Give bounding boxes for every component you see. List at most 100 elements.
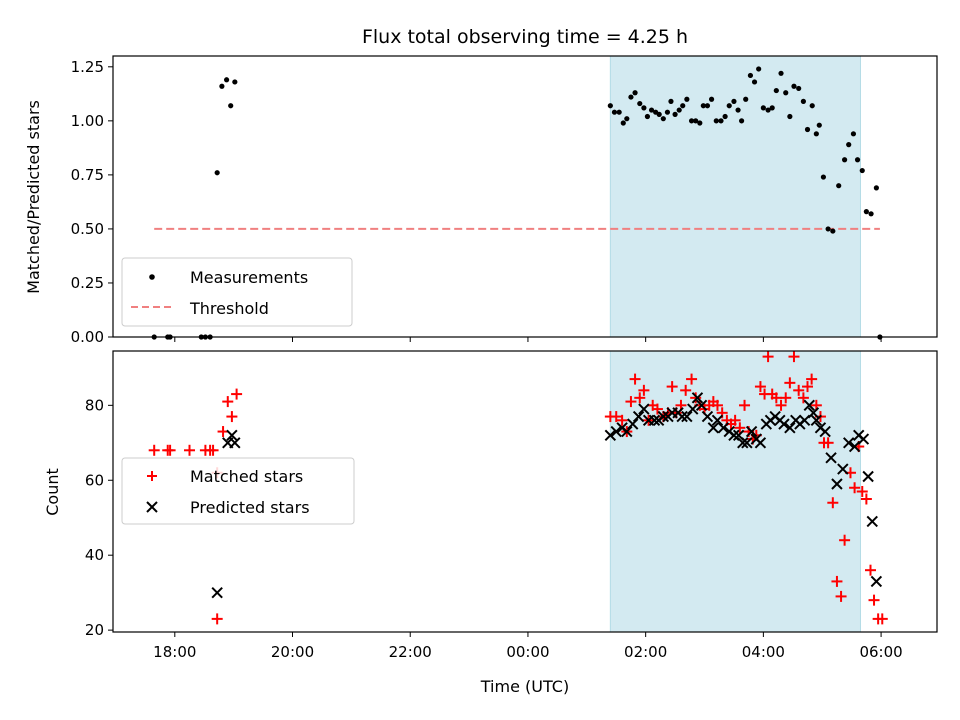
predicted-star-stroke <box>604 429 617 442</box>
measurement-point <box>813 131 819 137</box>
measurement-point <box>783 90 789 96</box>
matched-star-point <box>864 564 876 576</box>
measurement-point <box>859 167 865 174</box>
matched-star-point <box>207 444 219 456</box>
measurement-point <box>731 98 737 104</box>
legend-measurements-label: Measurements <box>190 268 308 287</box>
predicted-star-stroke <box>810 414 823 427</box>
measurement-point <box>787 113 793 120</box>
measurement-point <box>796 85 802 92</box>
count-panel: 18:00 20:00 22:00 00:00 02:00 04:00 06:00 20 40… <box>43 350 938 696</box>
predicted-star-stroke <box>610 425 622 438</box>
predicted-star-point <box>737 437 749 449</box>
predicted-star-point <box>632 410 645 423</box>
predicted-star-stroke <box>648 414 661 427</box>
predicted-star-point <box>717 422 730 434</box>
measurement-point <box>688 118 695 124</box>
matched-star-point <box>802 381 814 393</box>
matched-star-point <box>739 399 751 411</box>
measurement-point <box>836 183 842 189</box>
legend-threshold-label: Threshold <box>189 299 269 318</box>
observing-window-shade-bottom <box>609 350 861 633</box>
matched-star-point <box>784 377 796 389</box>
matched-star-point <box>831 575 843 587</box>
legend-predicted-marker <box>146 501 158 513</box>
predicted-star-stroke <box>819 425 831 438</box>
shaded-span <box>609 350 861 633</box>
measurement-point <box>632 90 638 96</box>
measurement-point <box>660 116 666 122</box>
measurement-point <box>676 107 682 113</box>
measurement-point <box>751 79 758 85</box>
predicted-star-stroke <box>778 418 790 430</box>
predicted-star-stroke <box>681 410 693 423</box>
measurement-point <box>747 72 754 79</box>
matched-star-point <box>770 392 782 404</box>
predicted-star-point <box>745 425 758 438</box>
measurement-point <box>726 103 732 109</box>
y-tick-label: 1.25 <box>71 58 104 76</box>
matched-star-point <box>211 613 223 625</box>
measurement-point <box>607 103 613 109</box>
count-x-ticks: 18:00 20:00 22:00 00:00 02:00 04:00 06:00 <box>153 632 903 661</box>
ratio-legend-box <box>121 257 353 327</box>
shaded-span <box>609 55 861 338</box>
matched-star-point <box>148 444 160 456</box>
predicted-star-point <box>837 463 849 475</box>
measurement-point <box>820 174 827 180</box>
predicted-star-point <box>211 586 223 599</box>
predicted-star-point <box>226 429 238 442</box>
measurement-point <box>684 96 690 102</box>
measurement-point <box>641 105 647 111</box>
measurement-point <box>664 109 671 115</box>
count-panel-frame <box>112 350 938 633</box>
predicted-star-stroke <box>732 429 745 442</box>
measurement-point <box>219 83 225 89</box>
predicted-star-stroke <box>627 418 639 430</box>
matched-star-point <box>788 351 800 363</box>
measurement-point <box>708 96 715 102</box>
measurement-point <box>223 77 230 83</box>
matched-star-point <box>638 384 650 396</box>
predicted-star-point <box>681 410 693 423</box>
predicted-star-point <box>862 470 874 483</box>
predicted-star-stroke <box>638 403 650 415</box>
predicted-star-point <box>638 403 650 415</box>
ratio-y-ticks: 0.00 0.25 0.50 0.75 1.00 1.25 <box>71 58 113 346</box>
predicted-star-stroke <box>754 437 767 449</box>
predicted-star-point <box>831 478 843 490</box>
matched-star-point <box>634 392 646 404</box>
x-tick-label: 22:00 <box>389 643 432 661</box>
y-tick-label: 0.75 <box>71 166 104 184</box>
measurement-point <box>765 107 771 113</box>
predicted-star-point <box>843 437 855 449</box>
predicted-star-stroke <box>687 403 699 415</box>
measurement-point <box>700 103 706 109</box>
matched-star-point <box>729 414 741 426</box>
matched-star-point <box>793 384 805 396</box>
measurement-point <box>697 120 703 126</box>
predicted-star-point <box>701 410 714 423</box>
predicted-star-stroke <box>745 425 758 438</box>
measurement-point <box>637 100 643 107</box>
measurement-point <box>846 142 852 148</box>
matched-star-point <box>822 437 834 449</box>
measurement-point <box>620 120 626 126</box>
matched-star-point <box>711 399 723 411</box>
ratio-legend: Measurements Threshold <box>121 257 353 327</box>
measurement-point <box>624 116 630 122</box>
count-y-axis-label: Count <box>43 468 62 516</box>
matched-star-point <box>680 384 692 396</box>
count-y-ticks: 20 40 60 80 <box>85 396 113 639</box>
measurement-point <box>713 118 719 124</box>
measurement-points <box>151 66 883 340</box>
predicted-star-point <box>807 407 820 419</box>
matched-star-point <box>616 414 628 426</box>
ratio-y-axis-label: Matched/Predicted stars <box>24 100 43 294</box>
measurement-point <box>704 103 711 109</box>
matched-star-point <box>868 594 880 606</box>
matched-star-point <box>629 373 641 385</box>
matched-star-point <box>690 392 702 404</box>
predicted-star-stroke <box>807 407 820 419</box>
